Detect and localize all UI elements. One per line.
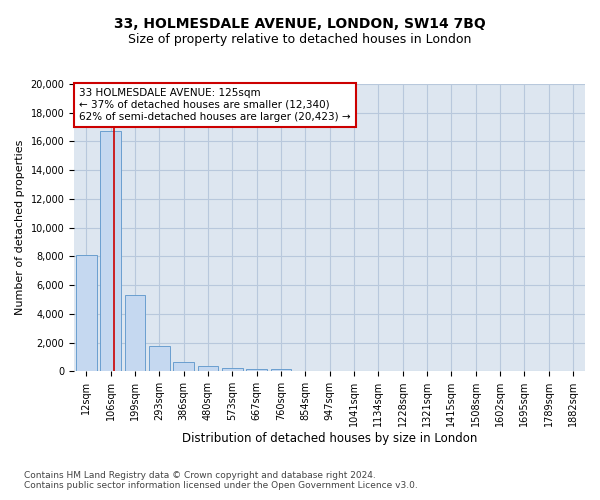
Bar [149,346,170,371]
Bar [125,295,145,371]
Bar [173,362,194,371]
Bar [197,366,218,371]
X-axis label: Distribution of detached houses by size in London: Distribution of detached houses by size … [182,432,477,445]
Bar [76,255,97,371]
Bar [222,368,242,371]
Text: 33, HOLMESDALE AVENUE, LONDON, SW14 7BQ: 33, HOLMESDALE AVENUE, LONDON, SW14 7BQ [114,18,486,32]
Text: Size of property relative to detached houses in London: Size of property relative to detached ho… [128,32,472,46]
Text: Contains HM Land Registry data © Crown copyright and database right 2024.: Contains HM Land Registry data © Crown c… [24,470,376,480]
Bar [271,370,291,371]
Bar [246,368,267,371]
Text: Contains public sector information licensed under the Open Government Licence v3: Contains public sector information licen… [24,480,418,490]
Bar [100,132,121,371]
Text: 33 HOLMESDALE AVENUE: 125sqm
← 37% of detached houses are smaller (12,340)
62% o: 33 HOLMESDALE AVENUE: 125sqm ← 37% of de… [79,88,351,122]
Y-axis label: Number of detached properties: Number of detached properties [15,140,25,316]
